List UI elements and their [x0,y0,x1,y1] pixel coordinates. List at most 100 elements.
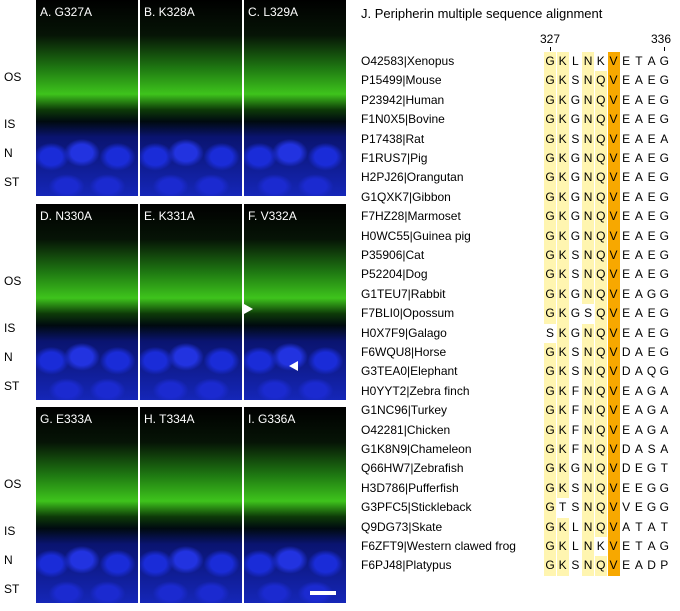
start-position-label: 327 [540,32,561,46]
sequence-label: P52204|Dog [361,267,428,282]
residue: D [621,345,631,359]
residue: V [607,129,620,150]
residue: D [621,461,631,476]
residue: V [607,52,620,72]
residue: G [544,265,556,285]
residue: K [556,478,569,499]
residue: G [659,170,669,185]
residue: Q [594,129,607,150]
residue: Q [594,381,607,402]
layer-label: OS [4,274,22,288]
residue: K [556,90,569,111]
layer-label: ST [4,582,20,596]
residue: K [556,537,569,557]
residue: N [582,420,595,441]
sequence-label: G1TEU7|Rabbit [361,286,446,301]
residue: Q [594,556,607,576]
residue: T [635,539,643,553]
residue: A [634,209,643,224]
residue: G [544,110,556,130]
residue: G [646,383,657,398]
residue: A [634,383,643,398]
residue: E [622,267,631,282]
panel-label: E. K331A [144,209,195,223]
sequence-label: F6PJ48|Platypus [361,558,452,573]
alignment-row: P23942|Human G K G N Q V E A E G [361,90,671,111]
residue: G [544,129,556,150]
residue: N [582,284,595,305]
residue: K [556,246,569,266]
residue: E [634,480,643,495]
residue: E [647,112,656,127]
residue: G [659,112,669,127]
residue: Q [594,478,607,499]
residue: G [544,284,556,305]
sequence-label: O42583|Xenopus [361,54,455,68]
residue: V [607,537,620,557]
residue: Q [646,364,657,379]
sequence-label: F7BLI0|Opossum [361,306,455,321]
alignment-row: F6PJ48|Platypus G K S N Q V E A D P [361,556,671,576]
residue: K [556,459,569,479]
residue: E [647,131,656,146]
panel-label: A. G327A [40,5,93,19]
micrograph-panel: C. L329A [244,0,346,196]
residue: N [582,90,595,111]
residue: N [582,52,595,72]
residue: E [647,325,656,340]
residue: G [659,286,669,301]
residue: Q [594,362,607,382]
residue: E [647,170,656,185]
residue: K [556,168,569,188]
residue: E [622,131,631,146]
residue: Q [594,498,607,518]
residue: N [582,187,595,208]
residue: N [582,362,595,382]
residue: G [544,187,556,208]
residue: G [659,325,669,340]
residue: G [659,267,669,282]
alignment-row: H0WC55|Guinea pig G K G N Q V E A E G [361,226,671,247]
residue: V [607,226,620,247]
sequence-label: H0YYT2|Zebra finch [361,383,470,398]
residue: E [647,228,656,243]
residue: A [634,131,643,146]
alignment-row: P17438|Rat G K S N Q V E A E A [361,129,671,150]
residue: A [660,131,669,146]
residue: Q [594,459,607,479]
residue: Q [594,168,607,188]
alignment-row: Q9DG73|Skate G K L N Q V A T A T [361,517,671,538]
residue: K [556,226,569,247]
residue: N [582,129,595,150]
residue: V [607,381,620,402]
residue: E [622,403,631,418]
arrowhead-icon [244,304,253,314]
residue: L [572,539,579,553]
residue: V [607,110,620,130]
residue: E [647,92,656,107]
residue: A [634,73,643,88]
residue: N [582,71,595,91]
residue: G [544,149,556,169]
residue: V [607,556,620,576]
residue: N [582,498,595,518]
sequence-label: H0WC55|Guinea pig [361,228,471,243]
residue: Q [594,90,607,111]
residue: S [545,325,554,340]
residue: G [659,92,669,107]
micrograph-panel: D. N330A [36,204,138,400]
residue: T [635,54,643,68]
alignment-row: F6WQU8|Horse G K S N Q V D A E G [361,343,671,363]
sequence-label: F1RUS7|Pig [361,151,428,165]
residue: K [556,323,569,344]
residue: G [659,248,669,262]
sequence-label: P17438|Rat [361,131,425,146]
alignment-row: O42583|Xenopus G K L N K V E T A G [361,52,671,72]
residue: G [570,209,581,224]
micrograph-panel: E. K331A [140,204,242,400]
residue: A [634,248,643,262]
residue: F [571,403,580,418]
alignment-row: F7BLI0|Opossum G K G S Q V E A E G [361,304,671,324]
residue: D [647,558,656,573]
residue: Q [594,71,607,91]
